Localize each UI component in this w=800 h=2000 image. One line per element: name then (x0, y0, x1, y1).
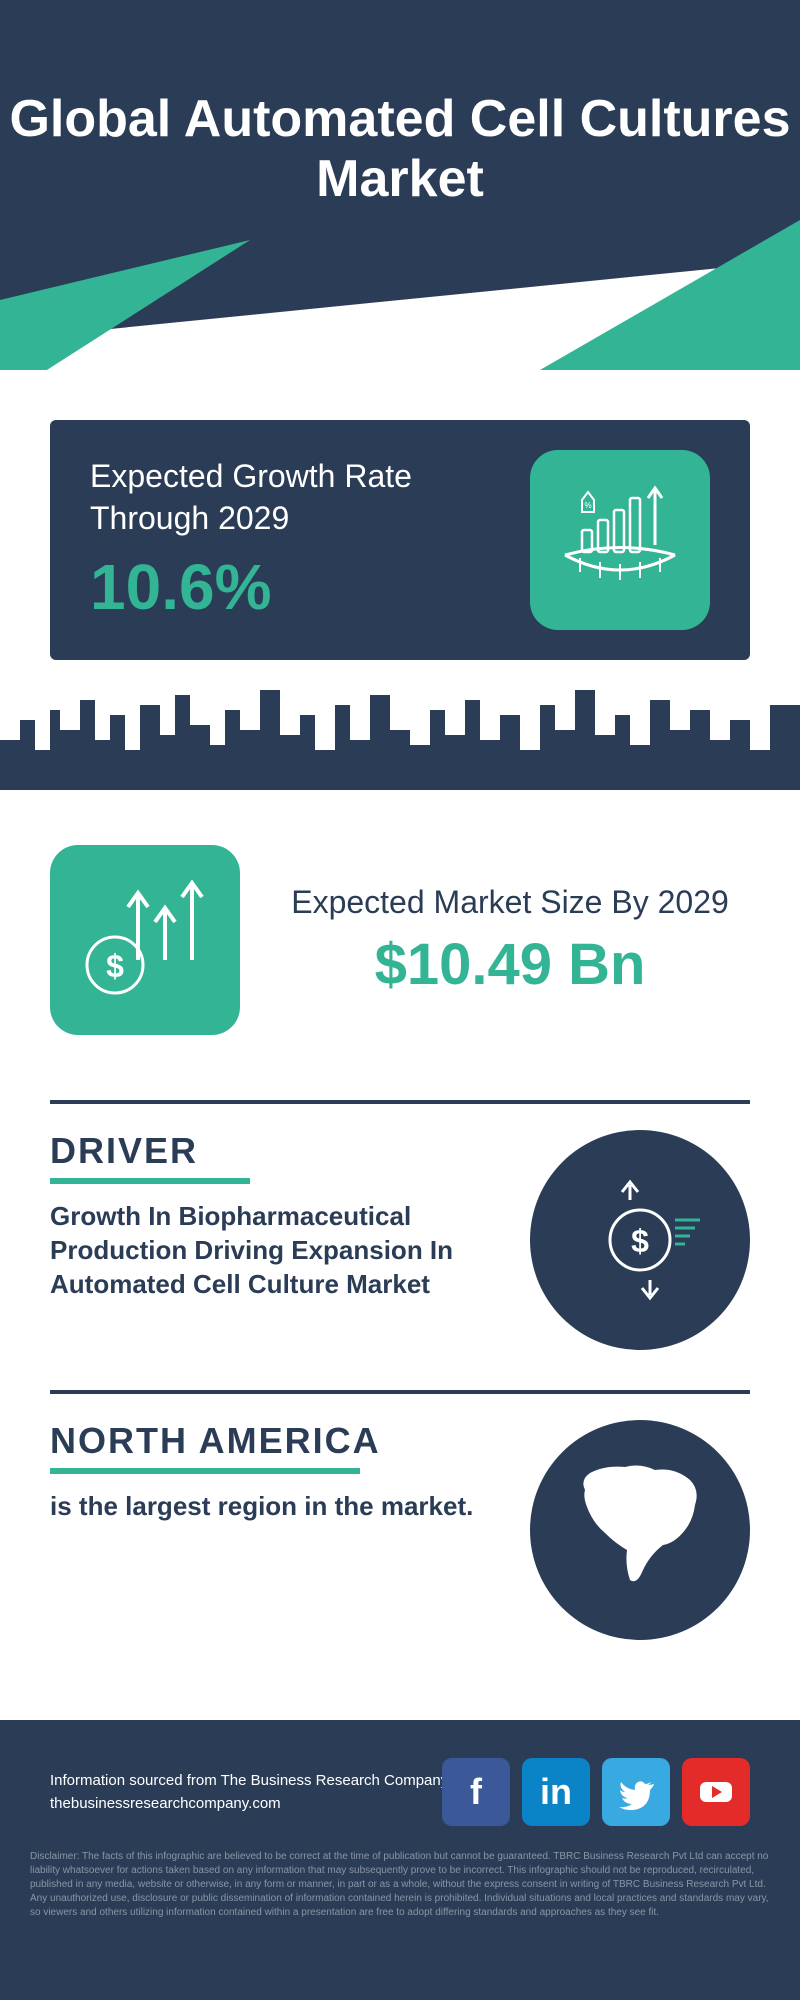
driver-text-block: DRIVER Growth In Biopharmaceutical Produ… (50, 1130, 530, 1301)
youtube-button[interactable] (682, 1758, 750, 1826)
market-size-card: $ Expected Market Size By 2029 $10.49 Bn (50, 820, 750, 1060)
disclaimer-text: Disclaimer: The facts of this infographi… (30, 1850, 770, 1920)
footer: Information sourced from The Business Re… (0, 1720, 800, 2000)
footer-url: thebusinessresearchcompany.com (50, 1793, 448, 1816)
growth-icon-box: % (530, 450, 710, 630)
youtube-icon (694, 1770, 738, 1814)
driver-description: Growth In Biopharmaceutical Production D… (50, 1200, 510, 1301)
dollar-cycle-icon: $ (570, 1170, 710, 1310)
twitter-button[interactable] (602, 1758, 670, 1826)
driver-heading: DRIVER (50, 1130, 510, 1172)
linkedin-icon: in (540, 1771, 572, 1813)
dollar-growth-icon: $ (70, 865, 220, 1015)
driver-circle-icon: $ (530, 1130, 750, 1350)
region-section: NORTH AMERICA is the largest region in t… (50, 1420, 750, 1640)
svg-text:%: % (584, 501, 591, 510)
svg-text:$: $ (631, 1223, 649, 1259)
facebook-button[interactable]: f (442, 1758, 510, 1826)
footer-info: Information sourced from The Business Re… (50, 1770, 448, 1815)
market-size-value: $10.49 Bn (270, 931, 750, 998)
growth-text-block: Expected Growth Rate Through 2029 10.6% (90, 456, 530, 623)
region-heading: NORTH AMERICA (50, 1420, 510, 1462)
footer-source: Information sourced from The Business Re… (50, 1770, 448, 1793)
region-circle-icon (530, 1420, 750, 1640)
region-description: is the largest region in the market. (50, 1490, 510, 1524)
region-underline (50, 1468, 360, 1474)
facebook-icon: f (470, 1771, 482, 1813)
social-row: f in (442, 1758, 750, 1826)
growth-label: Expected Growth Rate Through 2029 (90, 456, 530, 539)
market-icon-box: $ (50, 845, 240, 1035)
divider (50, 1390, 750, 1394)
growth-rate-card: Expected Growth Rate Through 2029 10.6% … (50, 420, 750, 660)
divider (50, 1100, 750, 1104)
growth-chart-icon: % (550, 470, 690, 610)
linkedin-button[interactable]: in (522, 1758, 590, 1826)
region-text-block: NORTH AMERICA is the largest region in t… (50, 1420, 530, 1524)
driver-underline (50, 1178, 250, 1184)
twitter-icon (616, 1772, 656, 1812)
growth-value: 10.6% (90, 550, 530, 624)
market-size-label: Expected Market Size By 2029 (270, 882, 750, 924)
market-text-block: Expected Market Size By 2029 $10.49 Bn (240, 882, 750, 999)
skyline-silhouette (0, 680, 800, 790)
north-america-map-icon (555, 1445, 725, 1615)
driver-section: DRIVER Growth In Biopharmaceutical Produ… (50, 1130, 750, 1350)
header-section: Global Automated Cell Cultures Market (0, 0, 800, 370)
svg-text:$: $ (106, 948, 124, 984)
page-title: Global Automated Cell Cultures Market (0, 90, 800, 210)
